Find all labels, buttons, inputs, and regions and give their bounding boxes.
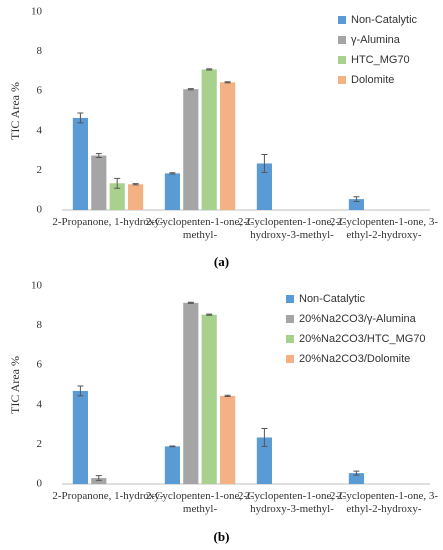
error-bar bbox=[95, 475, 102, 481]
bar bbox=[220, 395, 236, 484]
legend-swatch bbox=[338, 56, 346, 64]
x-tick-label: 2-Cyclopenten-1-one, 2-methyl- bbox=[145, 216, 255, 241]
legend-swatch bbox=[338, 16, 346, 24]
error-bar bbox=[169, 172, 176, 175]
bar bbox=[220, 82, 236, 210]
legend-label: Non-Catalytic bbox=[299, 293, 366, 305]
error-bar bbox=[169, 445, 176, 448]
error-bar bbox=[95, 153, 102, 159]
legend-swatch bbox=[286, 315, 294, 323]
y-tick-label: 10 bbox=[31, 6, 43, 18]
error-bar bbox=[261, 428, 268, 447]
error-bar bbox=[187, 301, 194, 304]
error-bar bbox=[353, 470, 360, 476]
legend-swatch bbox=[286, 335, 294, 343]
y-tick-label: 0 bbox=[37, 204, 43, 216]
bar bbox=[348, 473, 364, 484]
x-tick-label: 2-Propanone, 1-hydroxy- bbox=[52, 216, 164, 228]
bar bbox=[91, 155, 107, 210]
y-tick-label: 2 bbox=[37, 438, 43, 450]
caption: (a) bbox=[213, 254, 230, 269]
legend-swatch bbox=[338, 76, 346, 84]
error-bar bbox=[206, 68, 213, 71]
bar bbox=[91, 478, 107, 484]
error-bar bbox=[114, 177, 121, 189]
legend-label: Dolomite bbox=[351, 74, 394, 86]
bar bbox=[256, 437, 272, 484]
legend-label: 20%Na2CO3/Dolomite bbox=[299, 353, 410, 365]
legend-swatch bbox=[286, 295, 294, 303]
error-bar bbox=[261, 154, 268, 173]
bar bbox=[72, 390, 88, 484]
bar bbox=[72, 117, 88, 210]
x-tick-label: 2-Cyclopenten-1-one, 3-ethyl-2-hydroxy- bbox=[329, 490, 439, 515]
x-tick-label: 2-Cyclopenten-1-one, 2-methyl- bbox=[145, 490, 255, 515]
legend-swatch bbox=[338, 36, 346, 44]
x-tick-label: 2-Cyclopenten-1-one, 2-hydroxy-3-methyl- bbox=[237, 216, 347, 241]
bar bbox=[183, 89, 199, 210]
bar bbox=[201, 314, 217, 484]
bar bbox=[109, 183, 125, 210]
bar bbox=[183, 302, 199, 484]
legend-label: 20%Na2CO3/γ-Alumina bbox=[299, 313, 417, 325]
error-bar bbox=[77, 112, 84, 124]
x-tick-label: 2-Cyclopenten-1-one, 3-ethyl-2-hydroxy- bbox=[329, 216, 439, 241]
bar bbox=[128, 184, 144, 210]
y-tick-label: 6 bbox=[37, 359, 43, 371]
error-bar bbox=[187, 88, 194, 91]
bar bbox=[348, 199, 364, 210]
y-tick-label: 2 bbox=[37, 164, 43, 176]
x-tick-label: 2-Cyclopenten-1-one, 2-hydroxy-3-methyl- bbox=[237, 490, 347, 515]
error-bar bbox=[353, 196, 360, 202]
y-tick-label: 0 bbox=[37, 478, 43, 490]
bar bbox=[164, 173, 180, 210]
error-bar bbox=[224, 394, 231, 397]
error-bar bbox=[132, 183, 139, 186]
bar bbox=[256, 163, 272, 210]
y-tick-label: 8 bbox=[37, 319, 43, 331]
x-tick-label: 2-Propanone, 1-hydroxy- bbox=[52, 490, 164, 502]
y-tick-label: 4 bbox=[37, 124, 43, 136]
y-axis-label: TIC Area % bbox=[8, 356, 22, 414]
legend-label: 20%Na2CO3/HTC_MG70 bbox=[299, 333, 426, 345]
y-tick-label: 10 bbox=[31, 280, 43, 292]
legend-label: Non-Catalytic bbox=[351, 14, 418, 26]
y-tick-label: 8 bbox=[37, 45, 43, 57]
bar bbox=[201, 69, 217, 210]
y-axis-label: TIC Area % bbox=[8, 82, 22, 140]
y-tick-label: 6 bbox=[37, 85, 43, 97]
bar bbox=[164, 446, 180, 484]
caption: (b) bbox=[213, 529, 230, 544]
error-bar bbox=[224, 81, 231, 84]
error-bar bbox=[77, 385, 84, 397]
legend-label: HTC_MG70 bbox=[351, 54, 410, 66]
error-bar bbox=[206, 313, 213, 316]
legend-label: γ-Alumina bbox=[351, 34, 401, 46]
y-tick-label: 4 bbox=[37, 398, 43, 410]
legend-swatch bbox=[286, 355, 294, 363]
